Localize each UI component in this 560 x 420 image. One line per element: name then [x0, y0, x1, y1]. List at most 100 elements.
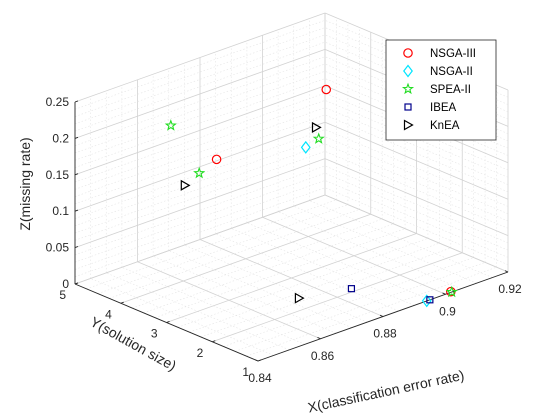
- floor-grid-line: [97, 204, 348, 294]
- floor-grid-line: [223, 257, 474, 347]
- y-tick-label: 2: [197, 346, 204, 360]
- data-point: [300, 140, 311, 154]
- x-tick-label: 0.92: [498, 282, 522, 296]
- back-wall-grid-line: [74, 114, 326, 205]
- y-tick-mark: [166, 320, 170, 323]
- back-wall-grid-line: [74, 165, 326, 256]
- y-tick-mark: [120, 301, 124, 304]
- legend: NSGA-III NSGA-II SPEA-II IBEA KnEA: [385, 39, 497, 141]
- side-wall-grid-line: [324, 165, 509, 244]
- z-axis-label: Z(missing rate): [17, 137, 33, 230]
- side-wall-grid-line: [324, 172, 509, 251]
- data-point: [311, 121, 322, 133]
- z-tick-label: 0.2: [52, 131, 69, 145]
- floor-grid-line: [132, 218, 383, 309]
- back-wall-grid-line: [74, 34, 326, 125]
- x-tick-mark: [442, 292, 446, 295]
- back-wall-grid-line: [74, 63, 326, 154]
- data-point: [421, 294, 432, 308]
- y-tick-label: 1: [242, 365, 249, 379]
- z-tick-mark: [74, 209, 79, 212]
- z-tick-mark: [74, 282, 79, 285]
- floor-grid-line: [177, 238, 429, 328]
- data-point: [164, 119, 177, 131]
- floor-grid-line: [200, 247, 451, 338]
- side-wall-grid-line: [324, 129, 509, 207]
- x-tick-mark: [379, 314, 384, 317]
- data-point: [312, 132, 325, 144]
- back-wall-grid-line: [74, 194, 326, 285]
- back-wall-grid-line: [74, 136, 326, 227]
- data-point: [211, 154, 222, 165]
- back-wall-grid-line: [74, 85, 326, 176]
- floor-grid-line: [246, 266, 497, 357]
- axis-frame: [74, 102, 509, 362]
- floor-grid-line: [109, 209, 360, 299]
- legend-label: NSGA-III: [430, 48, 476, 60]
- data-point: [445, 285, 458, 298]
- y-tick-mark: [257, 359, 262, 362]
- legend-label: SPEA-II: [430, 84, 471, 96]
- back-wall-grid-line: [74, 129, 326, 219]
- legend-label: NSGA-II: [430, 66, 473, 78]
- x-tick-mark: [504, 270, 509, 273]
- floor-grid-line: [235, 262, 486, 352]
- data-markers: [164, 84, 458, 308]
- side-wall-grid-line: [324, 187, 509, 265]
- side-wall-grid-line: [324, 107, 509, 185]
- back-wall-grid-line: [74, 56, 326, 146]
- z-tick-mark: [74, 136, 79, 139]
- back-wall-grid-line: [74, 12, 326, 103]
- side-wall-grid-line: [324, 121, 509, 200]
- x-tick-mark: [317, 337, 321, 340]
- back-wall-grid-line: [74, 143, 326, 234]
- legend-label: KnEA: [430, 120, 460, 132]
- z-tick-label: 0: [62, 277, 69, 291]
- back-wall-grid-line: [74, 100, 326, 190]
- back-wall-grid-line: [74, 158, 326, 248]
- z-tick-label: 0.05: [46, 241, 70, 255]
- data-point: [347, 285, 356, 293]
- side-wall-grid-line: [324, 158, 509, 236]
- y-tick-label: 3: [151, 327, 158, 341]
- x-tick-label: 0.88: [373, 327, 397, 341]
- z-tick-label: 0.25: [46, 95, 70, 109]
- z-tick-mark: [74, 100, 79, 103]
- floor-grid-line: [154, 228, 406, 318]
- back-wall-grid-line: [74, 180, 326, 270]
- floor-grid-line: [120, 213, 371, 304]
- floor-grid-line: [189, 242, 440, 333]
- x-axis-label: X(classification error rate): [306, 367, 465, 416]
- y-tick-mark: [212, 340, 216, 343]
- back-wall-grid-line: [74, 187, 326, 278]
- legend-marker: [404, 103, 412, 111]
- back-wall-grid-line: [74, 27, 326, 117]
- y-tick-label: 4: [105, 307, 112, 321]
- floor-grid-line: [212, 252, 463, 343]
- x-tick-label: 0.86: [311, 349, 335, 363]
- back-wall-grid-line: [74, 41, 326, 132]
- legend-marker: [403, 119, 414, 131]
- legend-marker: [403, 64, 413, 78]
- side-wall-grid-line: [324, 151, 509, 229]
- back-wall-grid-line: [74, 92, 326, 183]
- back-wall-grid-line: [74, 70, 326, 161]
- z-tick-label: 0.1: [52, 204, 69, 218]
- back-wall-grid-line: [74, 172, 326, 263]
- side-wall-grid-line: [324, 136, 509, 215]
- legend-marker: [403, 48, 413, 58]
- data-point: [193, 166, 206, 179]
- data-point: [294, 292, 305, 304]
- y-tick-label: 5: [59, 288, 66, 302]
- data-point: [426, 296, 434, 304]
- legend-label: IBEA: [430, 102, 457, 114]
- z-tick-mark: [74, 173, 79, 176]
- x-tick-label: 0.84: [248, 371, 272, 385]
- floor-grid-line: [86, 199, 337, 290]
- side-wall-grid-line: [324, 143, 509, 222]
- side-wall-grid-line: [324, 114, 509, 193]
- x-tick-mark: [254, 359, 259, 362]
- x-tick-label: 0.9: [439, 304, 456, 318]
